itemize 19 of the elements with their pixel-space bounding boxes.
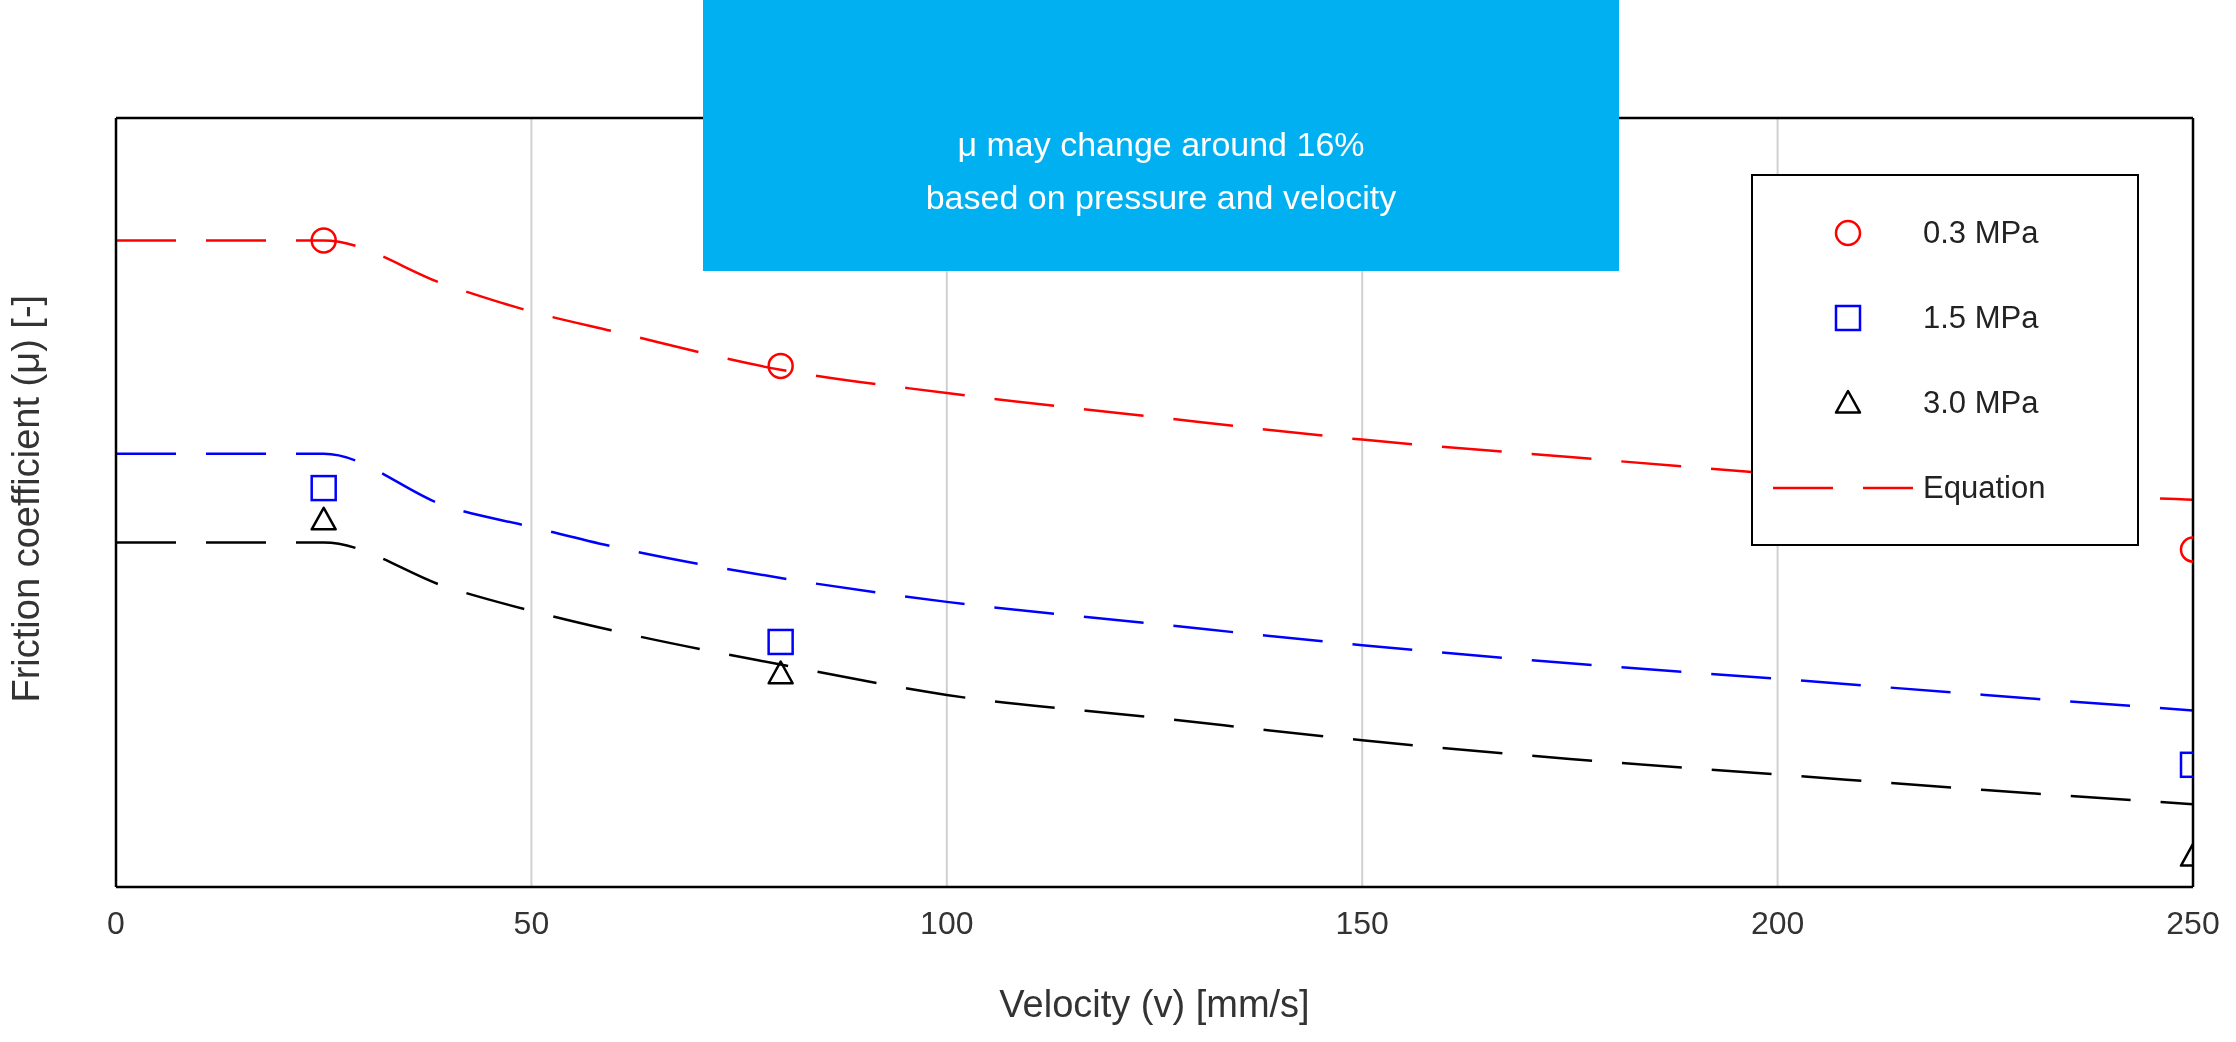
- point: [310, 474, 337, 502]
- y-axis-title: Friction coefficient (μ) [-]: [5, 294, 48, 703]
- legend-label: 1.5 MPa: [1923, 299, 2039, 336]
- x-tick-label: 150: [1335, 904, 1389, 941]
- legend-label: Equation: [1923, 469, 2046, 506]
- point: [767, 628, 794, 656]
- point: [767, 352, 794, 380]
- legend-label: 0.3 MPa: [1923, 214, 2039, 251]
- point: [310, 227, 337, 254]
- text: μ may change around 16% based on pressure and velocity: [924, 124, 1398, 218]
- x-axis-title: Velocity (v) [mm/s]: [999, 983, 1310, 1025]
- x-tick-label: 200: [1750, 904, 1805, 941]
- x-tick-label: 0: [107, 904, 125, 941]
- legend-label: 3.0 MPa: [1923, 384, 2039, 421]
- point: [310, 506, 337, 531]
- point: [767, 660, 794, 685]
- x-tick-label: 100: [920, 904, 974, 941]
- x-tick-label: 250: [2166, 904, 2220, 941]
- x-tick-label: 50: [513, 904, 550, 941]
